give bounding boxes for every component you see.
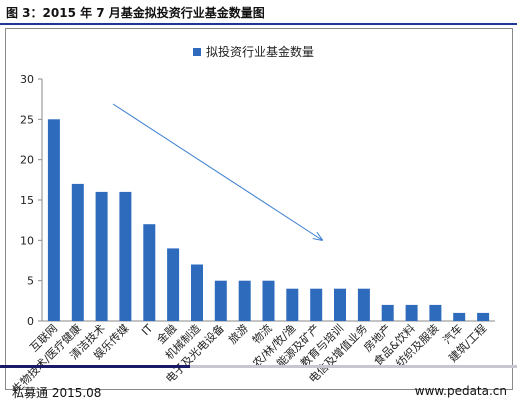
- bars: [47, 119, 490, 321]
- bar: [214, 280, 227, 321]
- bar: [191, 264, 203, 321]
- bar: [143, 224, 156, 321]
- y-tick-label: 20: [20, 154, 34, 167]
- bar: [429, 304, 442, 321]
- bar: [286, 288, 299, 321]
- bar: [334, 288, 346, 321]
- x-tick-label: 旅游: [225, 321, 250, 346]
- source-label: 私募通 2015.08: [12, 386, 102, 400]
- y-tick-label: 15: [20, 194, 34, 207]
- y-tick-label: 0: [27, 315, 34, 328]
- bar: [71, 183, 84, 321]
- bar: [405, 304, 418, 321]
- legend-label: 拟投资行业基金数量: [206, 44, 314, 59]
- legend-swatch: [193, 48, 201, 56]
- bar: [453, 312, 466, 321]
- footer-rule: [0, 365, 517, 368]
- footer-rule-dark: [0, 365, 190, 368]
- bar: [310, 288, 323, 321]
- bar: [238, 280, 251, 321]
- y-tick-label: 5: [27, 275, 34, 288]
- y-axis: 0 5 10 15 20 25 30: [20, 73, 495, 328]
- bar: [477, 312, 490, 321]
- chart-legend: 拟投资行业基金数量: [193, 44, 314, 59]
- y-tick-label: 25: [20, 113, 34, 126]
- bar: [381, 304, 394, 321]
- bar: [119, 191, 132, 321]
- bar: [47, 119, 60, 321]
- source-url: www.pedata.cn: [414, 384, 507, 398]
- x-tick-label: IT: [139, 322, 155, 338]
- bar: [262, 280, 275, 321]
- bar-chart: 拟投资行业基金数量 0 5 10 15 20 25 30 互联网生物技术/医疗健康清洁技术娱…: [9, 44, 495, 390]
- bar: [95, 191, 108, 321]
- bar: [357, 288, 370, 321]
- y-tick-label: 10: [20, 234, 34, 247]
- y-tick-label: 30: [20, 73, 34, 86]
- chart-frame: [5, 28, 513, 390]
- bar: [167, 248, 180, 321]
- footer-rule-light: [190, 365, 517, 368]
- figure-title: 图 3：2015 年 7 月基金拟投资行业基金数量图: [6, 6, 265, 20]
- trend-arrow: [112, 103, 322, 240]
- title-rule: [0, 23, 517, 25]
